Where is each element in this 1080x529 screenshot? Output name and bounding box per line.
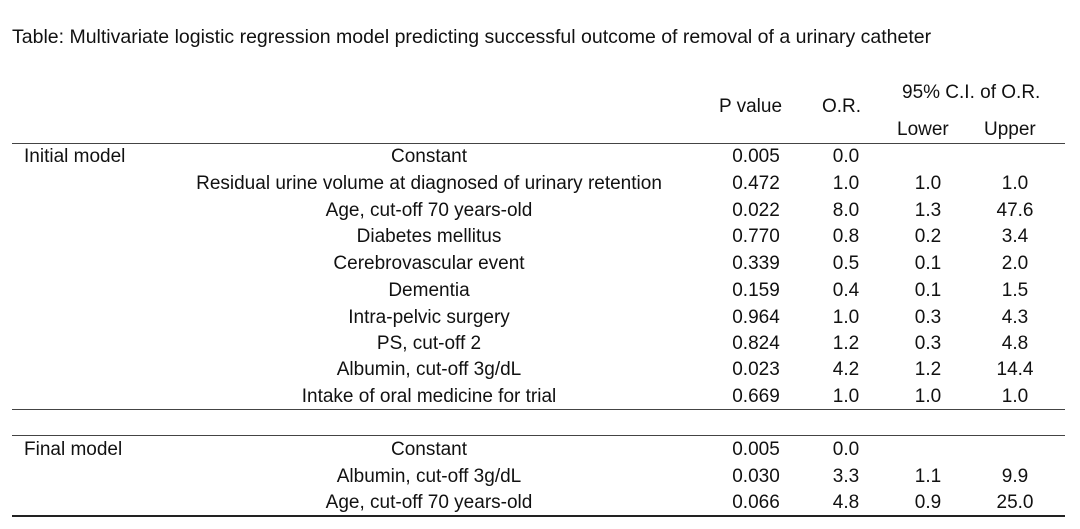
ci-lower-cell: 0.1 <box>914 253 942 274</box>
ci-lower-cell: 0.2 <box>914 226 942 247</box>
table-row: Cerebrovascular event 0.339 0.5 0.1 2.0 <box>0 250 1080 277</box>
p-value-cell: 0.023 <box>732 359 780 380</box>
ci-upper-cell: 14.4 <box>996 359 1034 380</box>
variable-cell: Constant <box>390 146 468 167</box>
p-value-cell: 0.066 <box>732 492 780 513</box>
table-row: Final model Constant 0.005 0.0 <box>0 436 1080 463</box>
odds-ratio-cell: 1.0 <box>832 386 860 407</box>
odds-ratio-cell: 1.2 <box>832 333 860 354</box>
p-value-cell: 0.669 <box>732 386 780 407</box>
header-ci-group: 95% C.I. of O.R. <box>902 82 1041 103</box>
odds-ratio-cell: 3.3 <box>832 466 860 487</box>
initial-model-end-rule <box>12 409 1065 410</box>
ci-upper-cell: 25.0 <box>996 492 1034 513</box>
ci-upper-cell: 3.4 <box>1001 226 1029 247</box>
odds-ratio-cell: 4.8 <box>832 492 860 513</box>
variable-cell: Dementia <box>388 280 470 301</box>
ci-lower-cell: 1.3 <box>914 200 942 221</box>
odds-ratio-cell: 0.0 <box>832 146 860 167</box>
ci-upper-cell: 2.0 <box>1001 253 1029 274</box>
variable-cell: Intake of oral medicine for trial <box>301 386 557 407</box>
table-row: Residual urine volume at diagnosed of ur… <box>0 170 1080 197</box>
table-row: PS, cut-off 2 0.824 1.2 0.3 4.8 <box>0 330 1080 357</box>
table-row: Albumin, cut-off 3g/dL 0.023 4.2 1.2 14.… <box>0 356 1080 383</box>
odds-ratio-cell: 0.4 <box>832 280 860 301</box>
table-row: Dementia 0.159 0.4 0.1 1.5 <box>0 277 1080 304</box>
model-label: Final model <box>24 439 123 460</box>
variable-cell: Albumin, cut-off 3g/dL <box>336 466 522 487</box>
odds-ratio-cell: 0.8 <box>832 226 860 247</box>
variable-cell: Residual urine volume at diagnosed of ur… <box>196 173 662 194</box>
odds-ratio-cell: 0.5 <box>832 253 860 274</box>
p-value-cell: 0.005 <box>732 439 780 460</box>
table-row: Intra-pelvic surgery 0.964 1.0 0.3 4.3 <box>0 304 1080 331</box>
p-value-cell: 0.824 <box>732 333 780 354</box>
odds-ratio-cell: 4.2 <box>832 359 860 380</box>
ci-lower-cell: 1.0 <box>914 386 942 407</box>
ci-lower-cell: 0.9 <box>914 492 942 513</box>
variable-cell: Constant <box>390 439 468 460</box>
variable-cell: Cerebrovascular event <box>333 253 525 274</box>
p-value-cell: 0.005 <box>732 146 780 167</box>
p-value-cell: 0.159 <box>732 280 780 301</box>
table-row: Initial model Constant 0.005 0.0 <box>0 143 1080 170</box>
odds-ratio-cell: 1.0 <box>832 173 860 194</box>
table-row: Diabetes mellitus 0.770 0.8 0.2 3.4 <box>0 223 1080 250</box>
p-value-cell: 0.770 <box>732 226 780 247</box>
ci-upper-cell: 9.9 <box>1001 466 1029 487</box>
header-ci-lower: Lower <box>897 119 949 140</box>
ci-upper-cell: 1.5 <box>1001 280 1029 301</box>
p-value-cell: 0.472 <box>732 173 780 194</box>
table-caption: Table: Multivariate logistic regression … <box>12 26 932 48</box>
table-row: Age, cut-off 70 years-old 0.022 8.0 1.3 … <box>0 197 1080 224</box>
ci-lower-cell: 1.1 <box>914 466 942 487</box>
final-model-start-rule <box>12 435 1065 436</box>
ci-upper-cell: 4.3 <box>1001 307 1029 328</box>
table-row: Age, cut-off 70 years-old 0.066 4.8 0.9 … <box>0 489 1080 516</box>
variable-cell: Age, cut-off 70 years-old <box>325 200 533 221</box>
ci-lower-cell: 1.0 <box>914 173 942 194</box>
ci-lower-cell: 0.1 <box>914 280 942 301</box>
p-value-cell: 0.339 <box>732 253 780 274</box>
variable-cell: Albumin, cut-off 3g/dL <box>336 359 522 380</box>
odds-ratio-cell: 0.0 <box>832 439 860 460</box>
p-value-cell: 0.964 <box>732 307 780 328</box>
variable-cell: Age, cut-off 70 years-old <box>325 492 533 513</box>
header-p-value: P value <box>719 96 783 117</box>
p-value-cell: 0.030 <box>732 466 780 487</box>
ci-upper-cell: 4.8 <box>1001 333 1029 354</box>
odds-ratio-cell: 8.0 <box>832 200 860 221</box>
model-label: Initial model <box>24 146 126 167</box>
table-row: Albumin, cut-off 3g/dL 0.030 3.3 1.1 9.9 <box>0 463 1080 490</box>
ci-lower-cell: 0.3 <box>914 333 942 354</box>
header-ci-upper: Upper <box>984 119 1036 140</box>
ci-lower-cell: 1.2 <box>914 359 942 380</box>
ci-upper-cell: 47.6 <box>996 200 1034 221</box>
ci-upper-cell: 1.0 <box>1001 173 1029 194</box>
variable-cell: Diabetes mellitus <box>356 226 502 247</box>
variable-cell: PS, cut-off 2 <box>376 333 482 354</box>
ci-upper-cell: 1.0 <box>1001 386 1029 407</box>
header-rule <box>12 143 1065 144</box>
variable-cell: Intra-pelvic surgery <box>348 307 510 328</box>
table-bottom-rule <box>12 515 1065 517</box>
odds-ratio-cell: 1.0 <box>832 307 860 328</box>
table-row: Intake of oral medicine for trial 0.669 … <box>0 383 1080 410</box>
ci-lower-cell: 0.3 <box>914 307 942 328</box>
p-value-cell: 0.022 <box>732 200 780 221</box>
header-odds-ratio: O.R. <box>822 96 862 117</box>
